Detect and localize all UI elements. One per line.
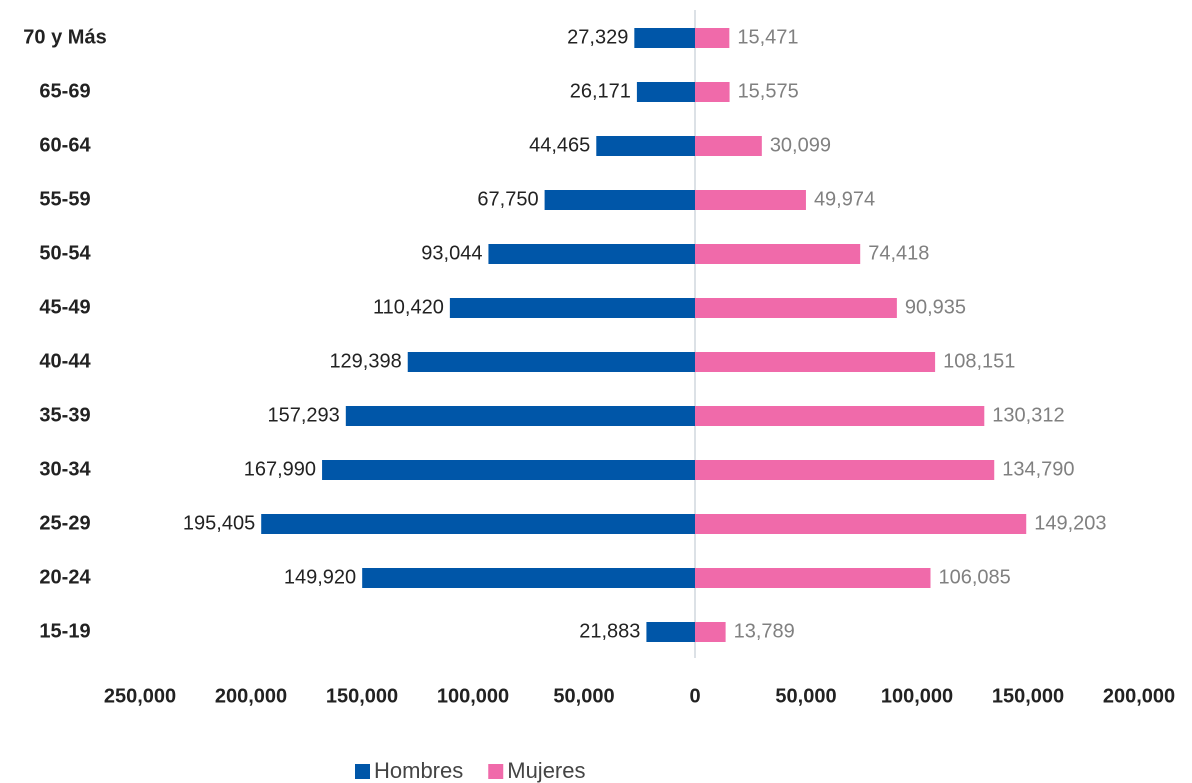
data-label: 15,471	[737, 26, 798, 48]
data-label: 21,883	[579, 620, 640, 642]
x-tick-label: 150,000	[326, 685, 398, 707]
x-tick-label: 50,000	[775, 685, 836, 707]
bar	[634, 28, 695, 48]
data-label: 44,465	[529, 134, 590, 156]
x-tick-label: 200,000	[215, 685, 287, 707]
data-label: 49,974	[814, 188, 875, 210]
data-label: 90,935	[905, 296, 966, 318]
bar	[596, 136, 695, 156]
x-tick-label: 100,000	[437, 685, 509, 707]
data-label: 157,293	[268, 404, 340, 426]
legend-label: Hombres	[374, 758, 463, 783]
data-label: 110,420	[373, 296, 444, 318]
data-label: 26,171	[570, 80, 631, 102]
category-label: 25-29	[39, 512, 90, 534]
data-label: 74,418	[868, 242, 929, 264]
bar	[544, 190, 695, 210]
bar	[695, 244, 861, 264]
data-label: 130,312	[992, 404, 1064, 426]
bar	[695, 28, 730, 48]
bar	[695, 352, 936, 372]
data-label: 67,750	[477, 188, 538, 210]
category-label: 70 y Más	[23, 26, 106, 48]
legend-label: Mujeres	[507, 758, 585, 783]
bar	[695, 460, 995, 480]
data-label: 30,099	[770, 134, 831, 156]
data-label: 27,329	[567, 26, 628, 48]
category-label: 40-44	[39, 350, 91, 372]
bar	[695, 622, 726, 642]
data-label: 167,990	[244, 458, 316, 480]
bar	[695, 136, 762, 156]
data-label: 134,790	[1002, 458, 1074, 480]
bar	[362, 568, 695, 588]
data-label: 106,085	[939, 566, 1011, 588]
x-tick-label: 200,000	[1103, 685, 1175, 707]
category-label: 35-39	[39, 404, 90, 426]
bar	[488, 244, 695, 264]
bar	[636, 82, 695, 102]
category-label: 60-64	[39, 134, 91, 156]
x-tick-label: 0	[689, 685, 700, 707]
bar	[449, 298, 695, 318]
category-label: 50-54	[39, 242, 91, 264]
bar	[695, 406, 985, 426]
data-label: 149,203	[1034, 512, 1106, 534]
bar	[695, 298, 897, 318]
x-tick-label: 250,000	[104, 685, 176, 707]
legend-swatch	[355, 764, 370, 779]
data-label: 108,151	[943, 350, 1015, 372]
data-label: 93,044	[421, 242, 482, 264]
category-label: 65-69	[39, 80, 90, 102]
category-label: 45-49	[39, 296, 90, 318]
bar	[695, 568, 931, 588]
data-label: 15,575	[738, 80, 799, 102]
bar	[261, 514, 695, 534]
legend-swatch	[488, 764, 504, 779]
data-label: 149,920	[284, 566, 356, 588]
x-tick-label: 50,000	[553, 685, 614, 707]
x-tick-label: 150,000	[992, 685, 1064, 707]
bar	[407, 352, 695, 372]
data-label: 13,789	[734, 620, 795, 642]
category-label: 55-59	[39, 188, 90, 210]
bar	[695, 514, 1027, 534]
bar	[646, 622, 695, 642]
bar	[322, 460, 695, 480]
category-label: 20-24	[39, 566, 91, 588]
x-tick-label: 100,000	[881, 685, 953, 707]
data-label: 129,398	[329, 350, 401, 372]
bar	[695, 82, 730, 102]
bar	[345, 406, 695, 426]
category-label: 15-19	[39, 620, 90, 642]
bar	[695, 190, 806, 210]
category-label: 30-34	[39, 458, 91, 480]
data-label: 195,405	[183, 512, 255, 534]
